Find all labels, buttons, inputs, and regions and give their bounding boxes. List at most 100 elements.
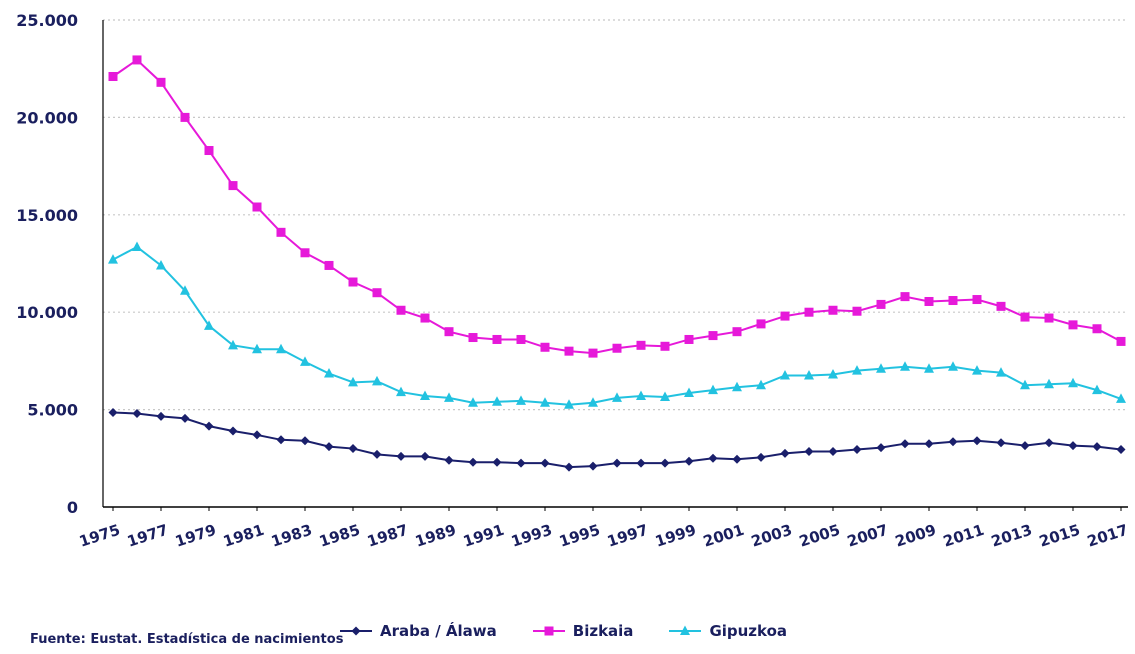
data-point (1092, 384, 1102, 395)
x-tick-label: 1991 (461, 521, 506, 551)
data-point (756, 379, 766, 390)
data-point (252, 202, 262, 212)
data-point (708, 453, 718, 463)
series-0 (108, 408, 1126, 472)
data-point (276, 343, 286, 354)
x-tick-label: 1987 (365, 521, 410, 551)
x-tick-label: 1981 (221, 521, 266, 551)
data-point (252, 430, 262, 440)
data-point (204, 421, 214, 431)
data-point (492, 334, 502, 344)
data-point (996, 438, 1006, 448)
y-tick-label: 25.000 (16, 11, 78, 30)
data-point (780, 448, 790, 458)
data-point (444, 392, 454, 402)
data-point (708, 331, 718, 341)
legend-swatch (532, 626, 565, 636)
data-point (828, 446, 838, 456)
data-point (324, 442, 334, 452)
data-point (348, 277, 358, 287)
data-point (252, 343, 262, 354)
data-point (324, 368, 334, 378)
data-point (900, 439, 910, 449)
x-tick-label: 2009 (893, 521, 938, 551)
data-point (732, 327, 742, 337)
data-point (852, 306, 862, 316)
data-point (924, 439, 934, 449)
data-point (132, 408, 142, 418)
data-point (420, 390, 430, 400)
data-point (108, 254, 118, 264)
legend-item-1: Bizkaia (531, 622, 633, 640)
data-point (852, 365, 862, 375)
x-tick-label: 1975 (77, 521, 122, 551)
data-point (996, 367, 1006, 377)
y-tick-label: 10.000 (16, 303, 78, 322)
data-point (1020, 441, 1030, 451)
legend-swatch-marker (544, 626, 554, 636)
x-tick-label: 1977 (125, 521, 170, 551)
data-point (612, 458, 622, 468)
data-point (1116, 445, 1126, 455)
x-tick-label: 1999 (653, 521, 698, 551)
data-point (1068, 441, 1078, 451)
data-point (636, 340, 646, 350)
data-point (516, 334, 526, 344)
data-point (588, 348, 598, 358)
data-point (1068, 320, 1078, 330)
data-point (1020, 379, 1030, 390)
data-point (492, 396, 502, 406)
x-tick-label: 2007 (845, 521, 890, 551)
data-point (180, 413, 190, 423)
series-group (108, 55, 1126, 472)
data-point (612, 392, 622, 402)
data-point (276, 435, 286, 445)
data-point (684, 387, 694, 398)
legend-swatch (340, 626, 372, 636)
x-tick-label: 2001 (701, 521, 746, 551)
data-point (396, 451, 406, 461)
data-point (228, 339, 238, 350)
x-tick-label: 1983 (269, 521, 314, 551)
data-point (804, 446, 814, 456)
data-point (228, 426, 238, 436)
data-point (132, 241, 142, 251)
data-point (948, 296, 958, 306)
series-line (112, 245, 1122, 406)
data-point (1020, 312, 1030, 322)
legend-row: Araba / Álawa Bizkaia Gipuzkoa (338, 622, 821, 640)
data-point (708, 384, 718, 395)
data-point (876, 443, 886, 453)
x-tick-label: 2003 (749, 521, 794, 551)
data-point (924, 296, 934, 306)
data-point (732, 381, 742, 392)
series-1 (108, 55, 1126, 358)
data-point (660, 458, 670, 468)
data-point (564, 462, 574, 472)
data-point (756, 452, 766, 462)
data-point (564, 399, 574, 409)
data-point (204, 146, 214, 156)
data-point (684, 334, 694, 344)
data-point (972, 295, 982, 305)
data-point (516, 458, 526, 468)
y-tick-label: 0 (67, 498, 78, 517)
data-point (876, 363, 886, 373)
x-tick-label: 2015 (1037, 521, 1082, 551)
data-point (156, 259, 166, 270)
data-point (804, 370, 814, 380)
x-tick-label: 1979 (173, 521, 218, 551)
x-tick-label: 2005 (797, 521, 842, 551)
data-point (228, 181, 238, 191)
data-point (1092, 442, 1102, 452)
data-point (492, 457, 502, 467)
data-point (588, 461, 598, 471)
legend-item-2: Gipuzkoa (667, 622, 787, 640)
data-point (900, 292, 910, 302)
data-point (180, 285, 190, 295)
data-point (132, 55, 142, 65)
data-point (540, 458, 550, 468)
data-point (156, 411, 166, 421)
data-point (540, 397, 550, 407)
data-point (900, 361, 910, 371)
